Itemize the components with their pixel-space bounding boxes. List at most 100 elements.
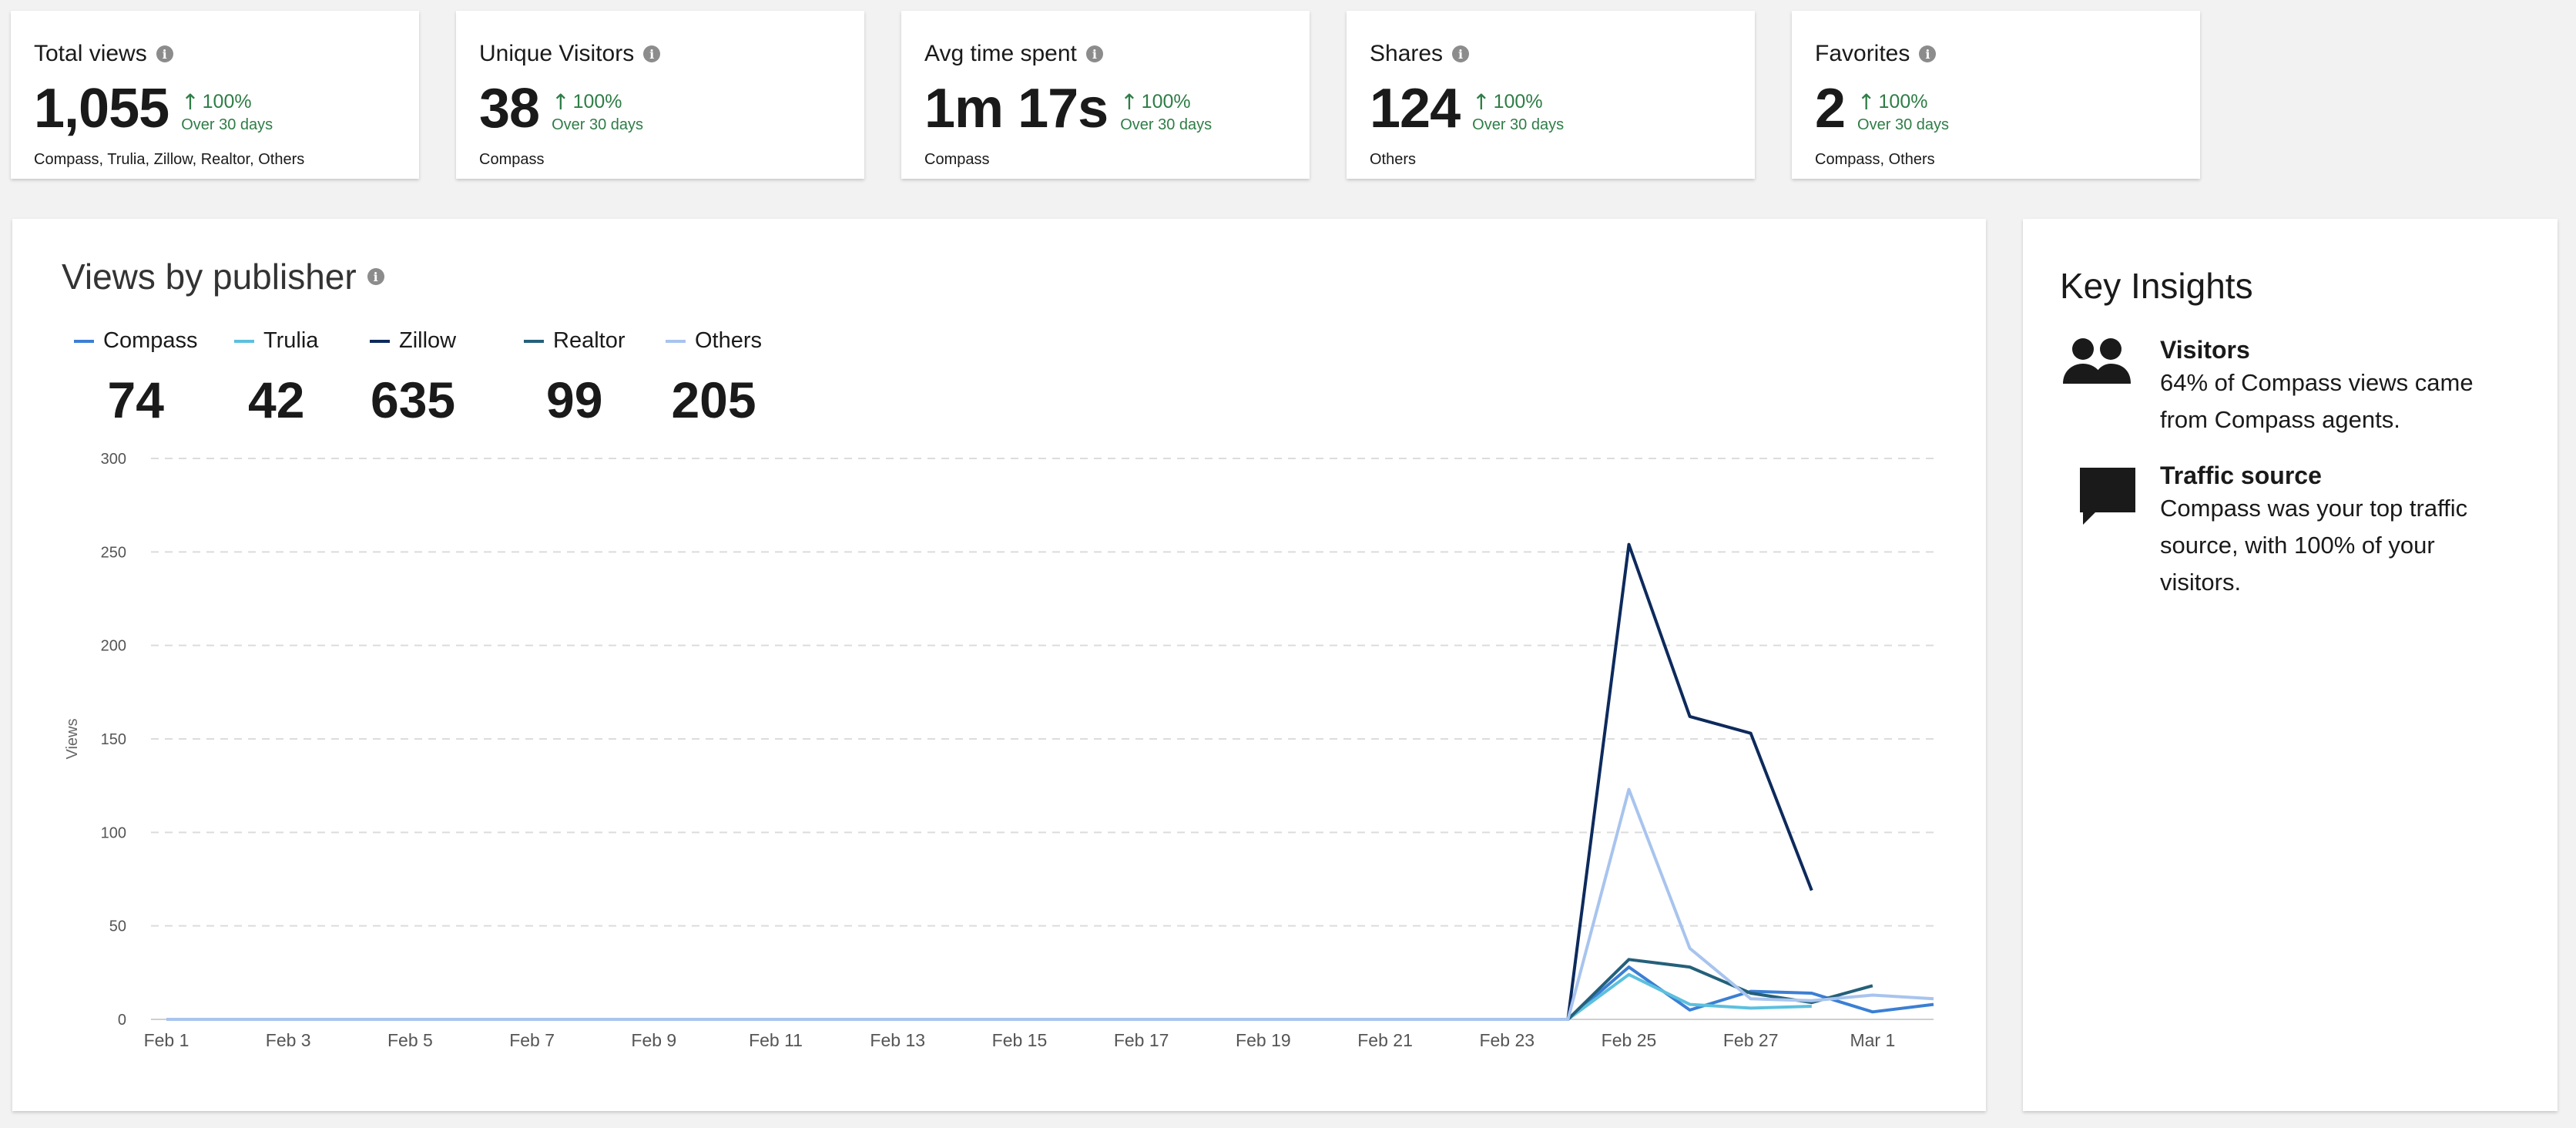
insight-heading: Visitors <box>2160 336 2250 364</box>
legend-label: Zillow <box>399 328 457 353</box>
change-period: Over 30 days <box>181 116 273 133</box>
stat-value: 1m 17s <box>924 78 1109 139</box>
insights-title: Key Insights <box>2060 266 2253 306</box>
change-period: Over 30 days <box>552 116 644 133</box>
x-tick-label: Feb 27 <box>1723 1030 1779 1050</box>
insight-traffic-source: Traffic source Compass was your top traf… <box>2060 462 2558 601</box>
legend-swatch <box>234 339 254 343</box>
stat-sources: Compass, Trulia, Zillow, Realtor, Others <box>34 151 305 168</box>
x-tick-label: Feb 25 <box>1602 1030 1657 1050</box>
info-icon[interactable]: i <box>156 45 173 62</box>
legend-label: Others <box>695 328 763 353</box>
y-tick-label: 100 <box>101 824 126 841</box>
x-tick-label: Feb 17 <box>1114 1030 1169 1050</box>
change-period: Over 30 days <box>1472 116 1565 133</box>
y-tick-label: 50 <box>109 918 126 935</box>
stat-sources: Compass <box>924 151 990 168</box>
legend-total: 42 <box>248 371 305 428</box>
y-tick-label: 150 <box>101 731 126 748</box>
legend-label: Trulia <box>263 328 319 353</box>
change-percent: 100% <box>202 91 252 112</box>
stat-change: ↑ 100% Over 30 days <box>1472 89 1564 134</box>
stat-change: ↑ 100% Over 30 days <box>1857 89 1949 134</box>
change-period: Over 30 days <box>1120 116 1213 133</box>
change-percent: 100% <box>1493 91 1543 112</box>
x-tick-label: Feb 19 <box>1236 1030 1291 1050</box>
x-tick-label: Feb 5 <box>387 1030 433 1050</box>
legend-item-zillow[interactable]: Zillow 635 <box>370 328 456 429</box>
info-icon[interactable]: i <box>643 45 661 62</box>
insight-text: 64% of Compass views came from Compass a… <box>2160 369 2474 433</box>
stat-card-shares: Shares i 124 ↑ 100% Over 30 days Others <box>1347 11 1755 179</box>
arrow-up-icon: ↑ <box>1857 89 1876 115</box>
stat-card-total-views: Total views i 1,055 ↑ 100% Over 30 days Co… <box>11 11 419 179</box>
y-tick-label: 200 <box>101 638 126 655</box>
stat-title: Total views <box>34 41 147 66</box>
change-percent: 100% <box>572 91 622 112</box>
legend-item-trulia[interactable]: Trulia 42 <box>234 328 318 429</box>
legend-item-compass[interactable]: Compass 74 <box>74 328 198 429</box>
insight-heading: Traffic source <box>2160 462 2322 489</box>
info-icon[interactable]: i <box>1452 45 1470 62</box>
x-tick-label: Feb 21 <box>1357 1030 1413 1050</box>
stat-change: ↑ 100% Over 30 days <box>181 89 273 134</box>
chart-title: Views by publisher <box>62 257 357 297</box>
change-percent: 100% <box>1141 91 1191 112</box>
stat-title: Favorites <box>1815 41 1910 66</box>
x-tick-label: Feb 3 <box>266 1030 311 1050</box>
stat-value: 1,055 <box>34 78 169 139</box>
stat-title: Shares <box>1370 41 1444 66</box>
line-chart[interactable]: 0 50 100 150 200 250 300 Views Feb 1 Feb 3 Feb 5 Fe… <box>12 219 1986 1111</box>
arrow-up-icon: ↑ <box>1472 89 1491 115</box>
stat-card-avg-time: Avg time spent i 1m 17s ↑ 100% Over 30 day… <box>901 11 1310 179</box>
stat-title: Unique Visitors <box>479 41 635 66</box>
stat-title: Avg time spent <box>924 41 1077 66</box>
legend-swatch <box>370 339 390 343</box>
legend-item-others[interactable]: Others 205 <box>666 328 762 429</box>
stat-value: 124 <box>1370 78 1461 139</box>
x-tick-label: Feb 23 <box>1479 1030 1535 1050</box>
key-insights-card: Key Insights Visitors 64% of Compass vie… <box>2023 219 2558 1111</box>
stat-sources: Others <box>1370 151 1417 168</box>
info-icon[interactable]: i <box>1085 45 1103 62</box>
y-tick-label: 0 <box>118 1012 126 1029</box>
x-tick-label: Feb 15 <box>992 1030 1048 1050</box>
info-icon[interactable]: i <box>1919 45 1937 62</box>
x-tick-label: Feb 11 <box>749 1030 803 1050</box>
stat-sources: Compass, Others <box>1815 151 1935 168</box>
x-tick-label: Mar 1 <box>1850 1030 1895 1050</box>
legend-total: 99 <box>546 371 603 428</box>
x-tick-label: Feb 1 <box>144 1030 190 1050</box>
stat-card-unique-visitors: Unique Visitors i 38 ↑ 100% Over 30 days C… <box>456 11 864 179</box>
info-icon[interactable]: i <box>367 268 384 285</box>
stat-change: ↑ 100% Over 30 days <box>552 89 643 134</box>
x-tick-label: Feb 9 <box>631 1030 676 1050</box>
people-icon <box>2060 336 2160 398</box>
legend-item-realtor[interactable]: Realtor 99 <box>524 328 626 429</box>
y-axis-label: Views <box>64 719 81 760</box>
legend-label: Compass <box>103 328 198 353</box>
insight-visitors: Visitors 64% of Compass views came from … <box>2060 336 2558 438</box>
x-tick-label: Feb 7 <box>509 1030 555 1050</box>
insight-text: Compass was your top traffic source, wit… <box>2160 495 2468 596</box>
stat-sources: Compass <box>479 151 545 168</box>
speech-bubble-icon <box>2060 462 2160 525</box>
series-line-realtor <box>166 958 1873 1021</box>
legend-swatch <box>524 339 544 343</box>
legend-total: 205 <box>671 371 756 428</box>
series-line-others <box>166 787 1934 1021</box>
stat-card-favorites: Favorites i 2 ↑ 100% Over 30 days Compass,… <box>1792 11 2200 179</box>
views-by-publisher-card: Views by publisher i Compass 74 Trulia 42… <box>12 219 1986 1111</box>
series-line-trulia <box>166 972 1812 1021</box>
arrow-up-icon: ↑ <box>552 89 570 115</box>
legend-swatch <box>666 339 686 343</box>
y-tick-label: 250 <box>101 544 126 561</box>
change-percent: 100% <box>1878 91 1928 112</box>
legend-label: Realtor <box>553 328 626 353</box>
stat-value: 38 <box>479 78 540 139</box>
stat-value: 2 <box>1815 78 1846 139</box>
x-tick-label: Feb 13 <box>870 1030 925 1050</box>
legend-total: 635 <box>371 371 456 428</box>
stat-change: ↑ 100% Over 30 days <box>1120 89 1212 134</box>
legend-total: 74 <box>107 371 164 428</box>
